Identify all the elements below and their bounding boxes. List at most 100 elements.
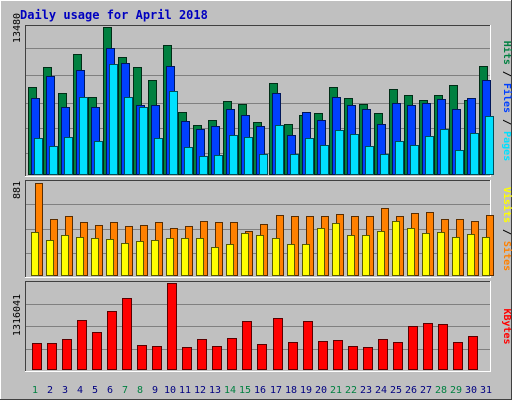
bar-pages-day-10 — [169, 91, 178, 175]
bar-pages-day-13 — [214, 155, 223, 175]
day-label-1: 1 — [32, 385, 38, 396]
bar-visits-day-18 — [287, 244, 295, 276]
day-label-7: 7 — [122, 385, 128, 396]
day-label-16: 16 — [254, 385, 266, 396]
bar-pages-day-24 — [380, 154, 389, 175]
bar-pages-day-14 — [229, 135, 238, 175]
bar-kbytes-day-22 — [348, 346, 358, 370]
bar-pages-day-28 — [440, 129, 449, 175]
legend-entry: / — [501, 65, 512, 83]
bar-visits-day-12 — [196, 238, 204, 276]
panel-visits-sites: 881 Visits / Sites — [12, 180, 512, 278]
day-labels: 1 2 3 4 5 6 7 8 9 10 11 12 13 14 15 16 17 18 19 20 21 22 23 24 2… — [32, 385, 492, 396]
legend-entry: Hits — [501, 41, 512, 65]
legend-entry: KBytes — [501, 308, 512, 344]
bar-kbytes-day-28 — [438, 324, 448, 370]
bar-kbytes-day-1 — [32, 343, 42, 370]
bar-visits-day-28 — [437, 232, 445, 276]
day-label-6: 6 — [107, 385, 113, 396]
bar-kbytes-day-17 — [273, 318, 283, 370]
panel-hits-files-pages: 13480 Hits / Files / Pages — [12, 13, 512, 177]
bar-kbytes-day-23 — [363, 347, 373, 370]
bar-visits-day-7 — [121, 243, 129, 276]
day-label-30: 30 — [465, 385, 477, 396]
day-label-31: 31 — [480, 385, 492, 396]
day-label-26: 26 — [405, 385, 417, 396]
bar-visits-day-3 — [61, 235, 69, 276]
day-label-10: 10 — [164, 385, 176, 396]
panel-kbytes: 1316041 KBytes — [12, 281, 512, 372]
bar-pages-day-18 — [290, 154, 299, 175]
bar-visits-day-2 — [46, 240, 54, 276]
day-label-17: 17 — [270, 385, 282, 396]
bar-visits-day-22 — [347, 235, 355, 276]
bar-kbytes-day-12 — [197, 339, 207, 370]
bar-kbytes-day-2 — [47, 343, 57, 370]
bar-visits-day-9 — [151, 240, 159, 276]
bar-visits-day-29 — [452, 237, 460, 276]
bar-kbytes-day-27 — [423, 323, 433, 370]
legend-entry: / — [501, 223, 512, 241]
bar-pages-day-21 — [335, 130, 344, 175]
day-label-19: 19 — [300, 385, 312, 396]
bar-kbytes-day-11 — [182, 347, 192, 370]
bar-visits-day-17 — [272, 238, 280, 276]
bar-kbytes-day-7 — [122, 298, 132, 370]
day-label-27: 27 — [420, 385, 432, 396]
day-label-9: 9 — [152, 385, 158, 396]
bar-pages-day-30 — [470, 133, 479, 175]
bar-kbytes-day-4 — [77, 320, 87, 370]
bar-visits-day-16 — [256, 235, 264, 276]
bar-kbytes-day-8 — [137, 345, 147, 370]
bar-visits-day-19 — [302, 244, 310, 276]
day-label-8: 8 — [137, 385, 143, 396]
legend-entry: Files — [501, 83, 512, 113]
y-axis-max-label: 1316041 — [12, 294, 23, 336]
day-label-20: 20 — [315, 385, 327, 396]
bar-pages-day-19 — [305, 138, 314, 175]
bar-kbytes-day-10 — [167, 283, 177, 370]
legend-entry: / — [501, 113, 512, 131]
day-label-2: 2 — [47, 385, 53, 396]
bar-visits-day-21 — [332, 223, 340, 276]
day-label-12: 12 — [194, 385, 206, 396]
bar-visits-day-30 — [467, 234, 475, 276]
bar-pages-day-29 — [455, 150, 464, 175]
bar-pages-day-7 — [124, 97, 133, 175]
bar-pages-day-16 — [259, 154, 268, 175]
bar-visits-day-20 — [317, 228, 325, 276]
day-label-22: 22 — [345, 385, 357, 396]
bar-visits-day-24 — [377, 231, 385, 276]
bar-pages-day-27 — [425, 136, 434, 175]
y-axis-max-label: 13480 — [12, 13, 23, 43]
bar-pages-day-6 — [109, 64, 118, 175]
bar-visits-day-10 — [166, 238, 174, 276]
bar-pages-day-1 — [34, 138, 43, 175]
bar-pages-day-9 — [154, 138, 163, 175]
bar-visits-day-1 — [31, 232, 39, 276]
bar-visits-day-23 — [362, 235, 370, 276]
bar-pages-day-23 — [365, 146, 374, 175]
bar-kbytes-day-26 — [408, 326, 418, 370]
bar-pages-day-31 — [485, 116, 494, 175]
bar-pages-day-4 — [79, 97, 88, 175]
bar-kbytes-day-20 — [318, 341, 328, 370]
bar-visits-day-31 — [482, 237, 490, 276]
day-label-14: 14 — [224, 385, 236, 396]
day-label-24: 24 — [375, 385, 387, 396]
legend-entry: Sites — [501, 241, 512, 271]
bar-kbytes-day-6 — [107, 311, 117, 370]
day-label-25: 25 — [390, 385, 402, 396]
day-label-18: 18 — [285, 385, 297, 396]
y-axis-max-label: 881 — [12, 181, 23, 199]
series-legend: Hits / Files / Pages — [501, 41, 512, 161]
bar-pages-day-22 — [350, 134, 359, 175]
bar-kbytes-day-5 — [92, 332, 102, 370]
day-label-13: 13 — [209, 385, 221, 396]
day-label-4: 4 — [77, 385, 83, 396]
bar-kbytes-day-3 — [62, 339, 72, 370]
chart-title: Daily usage for April 2018 — [20, 8, 208, 22]
series-legend: KBytes — [501, 308, 512, 344]
bar-pages-day-8 — [139, 107, 148, 175]
bar-kbytes-day-14 — [227, 338, 237, 370]
